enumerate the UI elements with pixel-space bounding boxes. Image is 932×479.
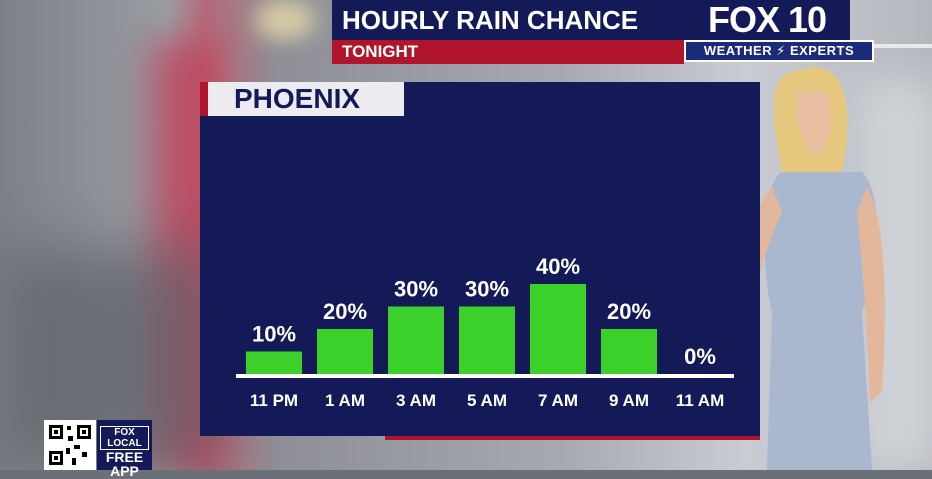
bar-0	[246, 351, 302, 374]
bar-2	[388, 306, 444, 374]
category-label-1: 1 AM	[325, 391, 365, 410]
category-label-5: 9 AM	[609, 391, 649, 410]
chart-title: PHOENIX	[208, 82, 404, 116]
rain-chance-chart: 10% 11 PM 20% 1 AM 30% 3 AM 30% 5 AM 40% 7 AM 20% 9…	[236, 254, 734, 410]
value-label-5: 20%	[607, 299, 651, 324]
bar-4	[530, 284, 586, 374]
baseline-axis	[236, 374, 734, 378]
category-label-3: 5 AM	[467, 391, 507, 410]
header-title: HOURLY RAIN CHANCE	[332, 0, 684, 40]
value-label-6: 0%	[684, 344, 716, 369]
value-label-4: 40%	[536, 254, 580, 279]
qr-code-icon	[49, 425, 91, 465]
logo-sub: WEATHER ⚡ EXPERTS	[684, 40, 874, 62]
app-brand: FOX LOCAL	[100, 426, 149, 450]
header-subtitle: TONIGHT	[332, 40, 684, 64]
category-label-6: 11 AM	[676, 391, 725, 410]
city-accent	[200, 82, 208, 116]
app-badge[interactable]: FOX LOCAL FREE APP	[97, 420, 152, 478]
value-label-1: 20%	[323, 299, 367, 324]
category-label-2: 3 AM	[396, 391, 436, 410]
value-label-0: 10%	[252, 322, 296, 347]
value-label-2: 30%	[394, 277, 438, 302]
station-logo: FOX 10 WEATHER ⚡ EXPERTS	[684, 0, 874, 62]
logo-main: FOX 10	[684, 0, 850, 40]
category-label-0: 11 PM	[250, 391, 298, 410]
qr-code[interactable]	[44, 420, 96, 470]
panel-accent	[385, 436, 760, 440]
app-line2: APP	[110, 463, 139, 479]
category-label-4: 7 AM	[538, 391, 578, 410]
bar-1	[317, 329, 373, 374]
value-label-3: 30%	[465, 277, 509, 302]
app-line1: FREE	[105, 449, 144, 465]
bar-3	[459, 306, 515, 374]
bar-5	[601, 329, 657, 374]
